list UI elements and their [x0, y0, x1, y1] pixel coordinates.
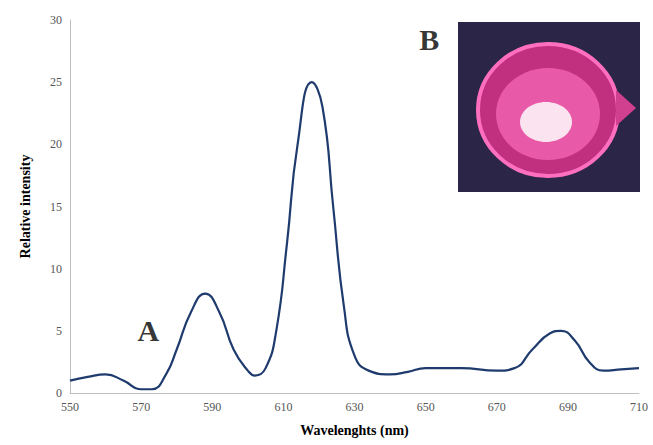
- svg-text:30: 30: [50, 13, 62, 27]
- svg-text:630: 630: [346, 400, 364, 414]
- svg-text:B: B: [419, 23, 439, 56]
- svg-text:670: 670: [488, 400, 506, 414]
- svg-text:690: 690: [559, 400, 577, 414]
- svg-text:Relative intensity: Relative intensity: [18, 155, 33, 259]
- svg-text:25: 25: [50, 75, 62, 89]
- svg-text:710: 710: [630, 400, 648, 414]
- svg-text:A: A: [137, 314, 159, 347]
- svg-text:10: 10: [50, 262, 62, 276]
- svg-text:Wavelenghts (nm): Wavelenghts (nm): [300, 423, 409, 439]
- svg-text:650: 650: [417, 400, 435, 414]
- svg-text:610: 610: [274, 400, 292, 414]
- svg-text:5: 5: [56, 324, 62, 338]
- svg-text:590: 590: [203, 400, 221, 414]
- svg-text:550: 550: [61, 400, 79, 414]
- svg-text:0: 0: [56, 386, 62, 400]
- svg-text:20: 20: [50, 137, 62, 151]
- svg-text:15: 15: [50, 200, 62, 214]
- svg-text:570: 570: [132, 400, 150, 414]
